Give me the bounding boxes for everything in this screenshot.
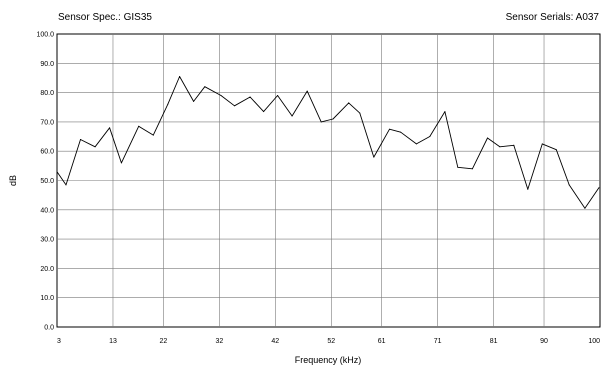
data-point	[400, 131, 402, 133]
y-tick-label: 90.0	[40, 61, 54, 68]
data-point	[56, 171, 58, 173]
data-point	[306, 90, 308, 92]
data-point	[234, 105, 235, 107]
x-tick-label: 71	[434, 338, 442, 345]
x-tick-label: 32	[215, 338, 223, 345]
data-point	[109, 127, 111, 129]
data-point	[94, 146, 96, 148]
data-point	[541, 143, 543, 145]
data-point	[348, 102, 350, 104]
data-point	[513, 144, 515, 146]
y-tick-label: 0.0	[44, 325, 54, 332]
data-point	[277, 95, 279, 96]
data-point	[444, 111, 446, 113]
data-point	[584, 207, 586, 209]
data-point	[220, 95, 222, 96]
x-axis-label: Frequency (kHz)	[295, 355, 362, 365]
data-point	[555, 149, 557, 151]
y-tick-label: 70.0	[40, 119, 54, 126]
data-point	[359, 112, 361, 114]
data-point	[568, 184, 570, 186]
y-axis-label: dB	[8, 175, 18, 186]
grid	[57, 34, 600, 327]
y-tick-label: 100.0	[36, 32, 54, 39]
y-tick-label: 60.0	[40, 149, 54, 156]
data-point	[204, 86, 206, 88]
x-tick-label: 61	[378, 338, 386, 345]
x-tick-label: 81	[490, 338, 498, 345]
data-point	[138, 125, 140, 127]
data-point	[598, 187, 600, 189]
series-line	[56, 76, 600, 209]
y-tick-label: 20.0	[40, 266, 54, 273]
data-point	[429, 136, 431, 137]
y-tick-label: 30.0	[40, 237, 54, 244]
x-tick-label: 100	[588, 338, 600, 345]
data-point	[249, 96, 251, 98]
data-point	[499, 146, 501, 148]
x-tick-label: 42	[271, 338, 279, 345]
data-point	[320, 121, 322, 123]
data-point	[487, 137, 488, 139]
data-point	[120, 162, 122, 164]
y-ticks: 0.0 10.0 20.0 30.0 40.0 50.0 60.0 70.0 80.0 90.0 1…	[36, 32, 54, 332]
data-point	[167, 103, 169, 105]
x-tick-label: 90	[540, 338, 548, 345]
x-ticks: 3 13 22 32 42 52 61 71 81 90 100	[57, 338, 600, 345]
x-tick-label: 3	[57, 338, 61, 345]
data-point	[152, 134, 154, 136]
y-tick-label: 10.0	[40, 295, 54, 302]
data-point	[527, 188, 529, 190]
data-point	[373, 156, 375, 158]
data-point	[193, 100, 195, 102]
data-point	[457, 166, 459, 168]
data-point	[389, 128, 390, 130]
x-tick-label: 22	[159, 338, 167, 345]
data-point	[179, 76, 181, 77]
y-tick-label: 80.0	[40, 90, 54, 97]
sensor-spec-label: Sensor Spec.: GIS35	[58, 12, 152, 23]
x-tick-label: 13	[109, 338, 117, 345]
y-tick-label: 50.0	[40, 178, 54, 185]
data-point	[80, 139, 81, 140]
data-point	[263, 111, 265, 113]
data-point	[471, 168, 473, 170]
data-point	[291, 115, 293, 117]
data-point	[65, 184, 67, 186]
sensor-serials-label: Sensor Serials: A037	[505, 12, 599, 23]
x-tick-label: 52	[327, 338, 335, 345]
y-tick-label: 40.0	[40, 207, 54, 214]
data-point	[332, 118, 334, 120]
data-point	[415, 143, 417, 145]
series-group	[56, 76, 600, 209]
